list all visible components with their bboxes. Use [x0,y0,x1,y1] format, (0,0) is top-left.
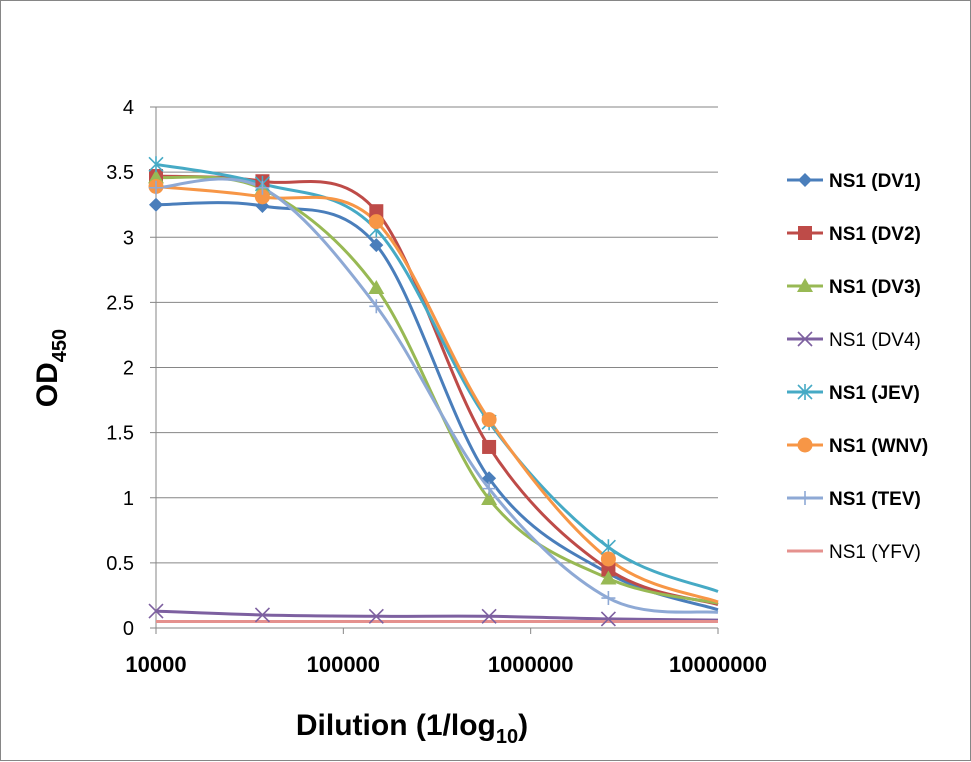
data-point-ns1-tev [601,591,616,606]
legend-marker [797,331,813,347]
series-lines [155,162,719,623]
data-point-ns1-tev [369,299,384,314]
x-tick-label: 10000 [125,652,186,677]
x-tick-label: 10000000 [669,652,767,677]
legend-marker [797,384,813,400]
legend-label: NS1 (DV3) [829,277,921,298]
x-tick-label: 100000 [307,652,380,677]
data-point-ns1-dv2 [482,439,497,454]
x-tick-label: 1000000 [488,652,574,677]
series-line-ns1-dv4 [155,609,719,622]
data-point-ns1-dv4 [254,607,271,623]
data-point-ns1-jev [148,156,164,173]
y-tick-label: 0.5 [106,553,134,575]
legend-marker [798,226,812,240]
legend-label: NS1 (WNV) [829,436,928,457]
data-point-ns1-dv4 [481,608,497,624]
series-line-ns1-wnv [155,184,719,604]
legend-entry-ns1-dv2: NS1 (DV2) [787,224,921,245]
data-point-ns1-tev [255,180,270,195]
legend-label: NS1 (JEV) [829,383,920,404]
y-tick-label: 4 [123,97,134,119]
data-point-ns1-dv2 [601,562,616,577]
data-point-ns1-dv3 [368,280,385,295]
data-point-ns1-dv4 [148,603,164,619]
y-tick-label: 1.5 [106,423,134,445]
series-line-ns1-jev [155,162,719,593]
legend-label: NS1 (YFV) [829,542,921,563]
data-point-ns1-wnv [368,214,384,230]
data-point-ns1-tev [149,180,163,195]
series-line-ns1-tev [155,177,719,614]
y-tick-label: 3 [123,227,134,249]
x-tick-labels: 10000 100000 1000000 10000000 [125,652,767,677]
data-point-ns1-dv4 [368,608,384,624]
legend-entry-ns1-tev: NS1 (TEV) [787,489,921,510]
gridlines [156,106,718,564]
legend-entry-ns1-dv1: NS1 (DV1) [787,171,921,192]
series-line-ns1-dv2 [155,174,719,606]
y-tick-label: 2 [123,358,134,380]
data-point-ns1-tev [482,481,497,496]
legend-marker [797,278,813,292]
data-point-ns1-dv1 [149,197,163,212]
legend-label: NS1 (DV4) [829,330,921,351]
x-axis-title: Dilution (1/log10) [296,709,528,748]
data-point-ns1-wnv [600,551,616,567]
y-tick-label: 1 [123,488,134,510]
data-point-ns1-dv2 [369,204,384,219]
legend-label: NS1 (DV2) [829,224,921,245]
legend-entry-ns1-dv3: NS1 (DV3) [787,277,921,298]
data-point-ns1-dv4 [600,611,616,627]
data-point-ns1-wnv [254,189,270,205]
legend-entry-ns1-wnv: NS1 (WNV) [787,436,928,457]
legend-label: NS1 (DV1) [829,171,921,192]
y-tick-label: 2.5 [106,292,134,314]
data-point-ns1-dv3 [148,169,164,184]
data-point-ns1-wnv [481,412,497,428]
legend-marker [798,491,812,505]
data-point-ns1-dv3 [481,491,498,506]
legend: NS1 (DV1) NS1 (DV2) NS1 (DV3) NS1 (DV4) NS1 … [787,171,928,563]
y-axis-title: OD450 [31,329,71,407]
legend-entry-ns1-jev: NS1 (JEV) [787,383,920,404]
legend-marker [797,437,813,453]
axes [150,106,719,634]
y-tick-label: 3.5 [106,162,134,184]
legend-entry-ns1-dv4: NS1 (DV4) [787,330,921,351]
data-point-ns1-dv1 [482,471,497,486]
series-markers [148,156,617,627]
data-point-ns1-dv3 [600,570,617,585]
legend-entry-ns1-yfv: NS1 (YFV) [787,542,921,563]
legend-label: NS1 (TEV) [829,489,921,510]
series-line-ns1-dv3 [155,175,719,605]
data-point-ns1-dv1 [369,238,384,253]
y-tick-label: 0 [123,618,134,640]
y-tick-labels: 0 0.5 1 1.5 2 2.5 3 3.5 4 [106,97,134,640]
legend-marker [798,173,812,187]
